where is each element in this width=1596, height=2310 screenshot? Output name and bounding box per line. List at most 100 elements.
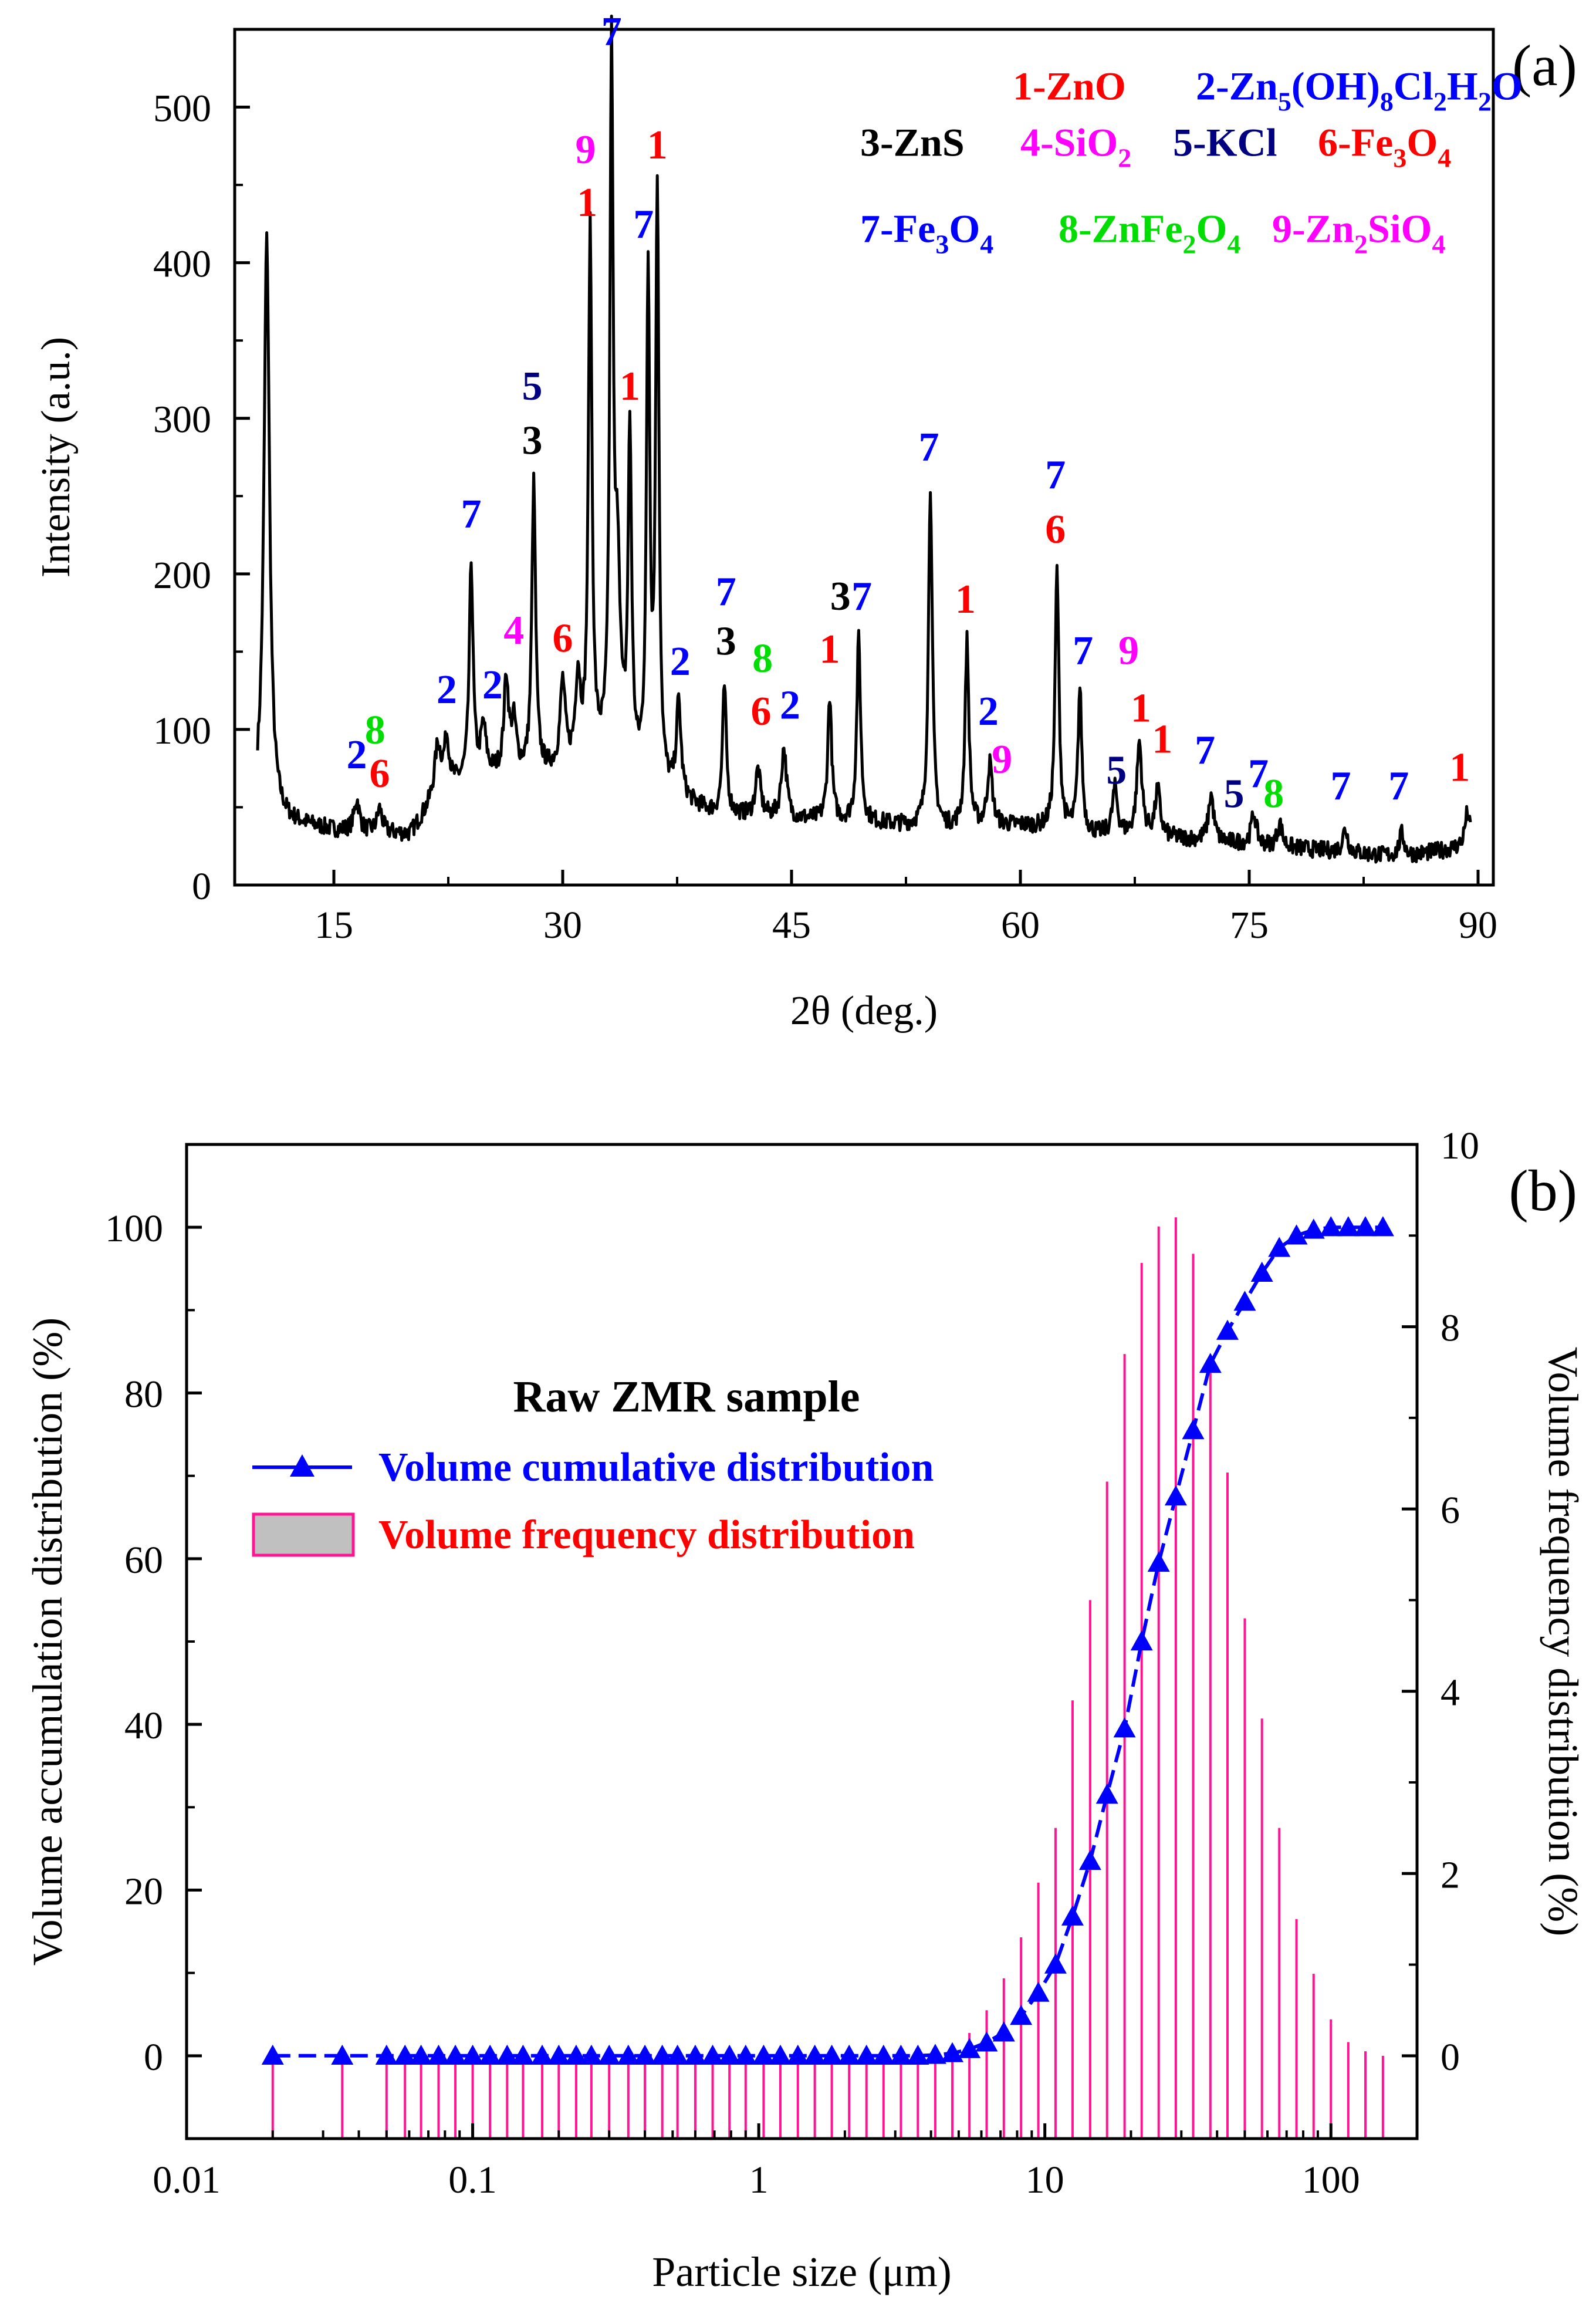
legend-phase-3: 3-ZnS: [860, 120, 965, 165]
legend-phase-5: 5-KCl: [1173, 120, 1277, 165]
legend-triangle-symbol: [290, 1454, 315, 1477]
cumulative-point: [1095, 1784, 1118, 1804]
peak-marker-1: 1: [1152, 717, 1172, 762]
cumulative-point: [701, 2044, 724, 2065]
cumulative-point: [975, 2031, 998, 2052]
cumulative-point: [479, 2044, 502, 2065]
cumulative-point: [410, 2044, 432, 2065]
peak-marker-7: 7: [716, 569, 736, 614]
cumulative-point: [1044, 1953, 1067, 1974]
y-left-tick-label-b: 80: [124, 1373, 163, 1416]
y-left-tick-label-b: 20: [124, 1870, 163, 1913]
y-left-tick-label-b: 40: [124, 1704, 163, 1747]
plot-frame-a: [233, 28, 1495, 887]
cumulative-point: [1354, 1216, 1377, 1237]
cumulative-point: [547, 2044, 570, 2065]
peak-marker-4: 4: [503, 608, 524, 653]
cumulative-point: [941, 2042, 964, 2062]
peak-marker-6: 6: [553, 616, 573, 661]
x-tick-label-a: 75: [1230, 904, 1269, 947]
peak-marker-1: 1: [1131, 686, 1151, 731]
cumulative-point: [1010, 2005, 1033, 2025]
peak-marker-7: 7: [601, 9, 622, 55]
cumulative-point: [820, 2044, 843, 2065]
y-tick-label-a: 0: [192, 865, 211, 908]
cumulative-point: [261, 2044, 284, 2065]
peak-marker-9: 9: [992, 737, 1012, 782]
legend-frequency-label: Volume frequency distribution: [378, 1512, 915, 1558]
y-right-axis-label-b: Volume frequency distribution (%): [1540, 1347, 1587, 1936]
y-tick-label-a: 300: [153, 398, 211, 441]
cumulative-point: [427, 2044, 450, 2065]
peak-marker-1: 1: [955, 577, 976, 622]
y-tick-label-a: 200: [153, 554, 211, 597]
peak-marker-5: 5: [1224, 771, 1245, 816]
cumulative-point: [1182, 1419, 1205, 1440]
peak-marker-7: 7: [1388, 764, 1409, 809]
cumulative-point: [1285, 1224, 1308, 1245]
peak-marker-2: 2: [780, 683, 800, 728]
x-tick-label-b: 100: [1302, 2159, 1360, 2201]
cumulative-point: [1147, 1551, 1170, 1572]
cumulative-point: [958, 2038, 981, 2058]
peak-marker-7: 7: [919, 424, 939, 470]
y-left-tick-label-b: 0: [144, 2036, 163, 2079]
cumulative-point: [1130, 1630, 1153, 1651]
cumulative-point: [855, 2044, 878, 2065]
peak-marker-2: 2: [482, 663, 503, 708]
cumulative-point: [786, 2044, 809, 2065]
cumulative-point: [598, 2044, 621, 2065]
peak-marker-1: 1: [577, 180, 597, 225]
cumulative-point: [838, 2044, 861, 2065]
peak-marker-8: 8: [752, 636, 773, 681]
peak-marker-2: 2: [437, 667, 457, 712]
cumulative-point: [718, 2044, 741, 2065]
chart-title-b: Raw ZMR sample: [513, 1372, 860, 1421]
panel-label-a: (a): [1512, 33, 1577, 98]
y-tick-label-a: 400: [153, 243, 211, 286]
peak-marker-5: 5: [1106, 748, 1127, 793]
cumulative-point: [1250, 1261, 1273, 1282]
cumulative-point: [1164, 1485, 1187, 1506]
y-tick-label-a: 500: [153, 87, 211, 130]
cumulative-point: [1233, 1291, 1256, 1311]
plot-frame-b: [185, 1143, 1419, 2140]
x-tick-label-a: 30: [543, 904, 582, 947]
cumulative-point: [1027, 1981, 1050, 2002]
cumulative-point: [907, 2044, 929, 2065]
y-left-tick-label-b: 100: [105, 1207, 163, 1250]
cumulative-point: [461, 2044, 484, 2065]
cumulative-point: [992, 2021, 1015, 2042]
x-tick-label-a: 45: [772, 904, 811, 947]
peak-marker-8: 8: [1263, 771, 1284, 816]
cumulative-point: [331, 2044, 354, 2065]
xrd-pattern-line: [256, 14, 1472, 864]
peak-marker-9: 9: [1118, 629, 1139, 674]
legend-phase-9: 9-Zn2SiO4: [1272, 207, 1445, 259]
peak-marker-1: 1: [647, 123, 668, 168]
cumulative-line: [272, 1225, 1383, 2058]
x-tick-label-a: 90: [1459, 904, 1497, 947]
y-axis-label-a: Intensity (a.u.): [33, 337, 79, 578]
panel-label-b: (b): [1509, 1158, 1577, 1223]
x-tick-label-b: 0.01: [153, 2159, 221, 2201]
cumulative-point: [1268, 1237, 1291, 1257]
panel-b-particle-size-chart: 0 20 40 60 80 100 0 2 4 6 8 10 0.01 0.1 1 10 100 Particle…: [24, 1124, 1587, 2295]
cumulative-point: [1320, 1216, 1343, 1237]
x-tick-label-b: 0.1: [448, 2159, 497, 2201]
y-right-tick-label-b: 10: [1441, 1124, 1479, 1167]
cumulative-point: [1371, 1216, 1394, 1237]
peak-marker-7: 7: [461, 491, 482, 536]
peak-marker-2: 2: [347, 732, 367, 778]
cumulative-point: [769, 2044, 792, 2065]
peak-marker-6: 6: [370, 751, 390, 796]
y-right-tick-label-b: 2: [1441, 1853, 1460, 1896]
y-left-axis-label-b: Volume accumulation distribution (%): [24, 1318, 71, 1965]
peak-marker-7: 7: [1331, 764, 1351, 809]
y-right-tick-label-b: 6: [1441, 1489, 1460, 1532]
peak-marker-1: 1: [620, 364, 640, 409]
legend-phase-8: 8-ZnFe2O4: [1059, 207, 1240, 259]
cumulative-point: [617, 2044, 640, 2065]
